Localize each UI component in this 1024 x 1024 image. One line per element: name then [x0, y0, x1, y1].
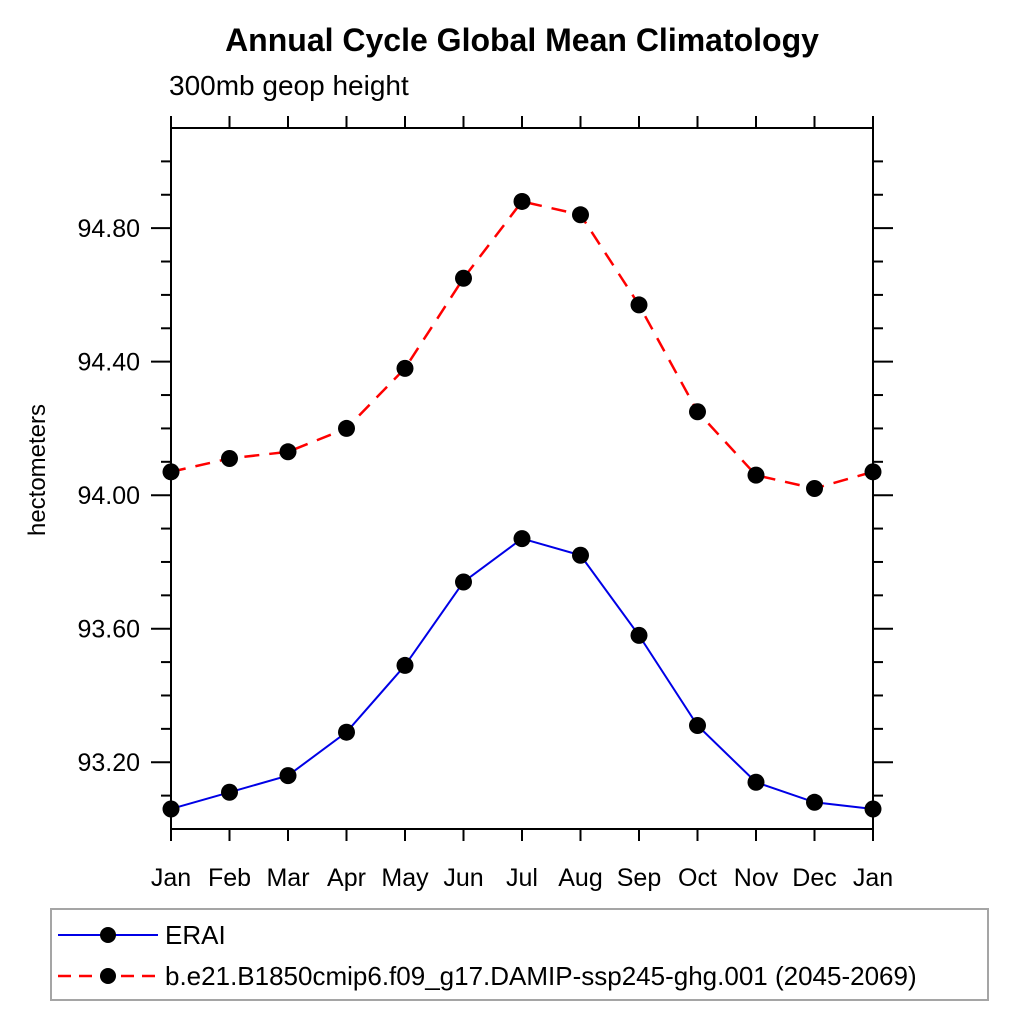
svg-text:May: May: [381, 864, 429, 892]
svg-text:Sep: Sep: [617, 864, 661, 892]
svg-text:93.60: 93.60: [77, 616, 140, 644]
legend-box: ERAI b.e21.B1850cmip6.f09_g17.DAMIP-ssp2…: [50, 908, 989, 1001]
chart-subtitle: 300mb geop height: [169, 70, 409, 101]
legend-item-erai: ERAI: [58, 920, 226, 950]
legend-label-model: b.e21.B1850cmip6.f09_g17.DAMIP-ssp245-gh…: [165, 960, 917, 991]
svg-text:Jul: Jul: [506, 864, 538, 892]
svg-text:94.00: 94.00: [77, 482, 140, 510]
legend-label-erai: ERAI: [165, 919, 226, 950]
svg-text:Jan: Jan: [853, 864, 893, 892]
legend-item-model: b.e21.B1850cmip6.f09_g17.DAMIP-ssp245-gh…: [58, 961, 917, 991]
svg-text:Feb: Feb: [208, 864, 251, 892]
svg-text:Apr: Apr: [327, 864, 366, 892]
legend-line-sample-erai: [58, 927, 158, 943]
legend-line-sample-model: [58, 968, 158, 984]
svg-text:Oct: Oct: [678, 864, 717, 892]
svg-text:Mar: Mar: [266, 864, 309, 892]
svg-text:Dec: Dec: [792, 864, 836, 892]
chart-plot-area: Jan Feb Mar Apr May Jun Jul Aug Sep Oct Nov Dec Jan 9…: [77, 116, 893, 892]
chart-title: Annual Cycle Global Mean Climatology: [225, 22, 819, 58]
svg-text:Aug: Aug: [558, 864, 602, 892]
svg-text:94.80: 94.80: [77, 215, 140, 243]
svg-text:Jun: Jun: [443, 864, 483, 892]
svg-text:Jan: Jan: [151, 864, 191, 892]
svg-text:93.20: 93.20: [77, 749, 140, 777]
svg-text:94.40: 94.40: [77, 349, 140, 377]
svg-text:Nov: Nov: [734, 864, 779, 892]
